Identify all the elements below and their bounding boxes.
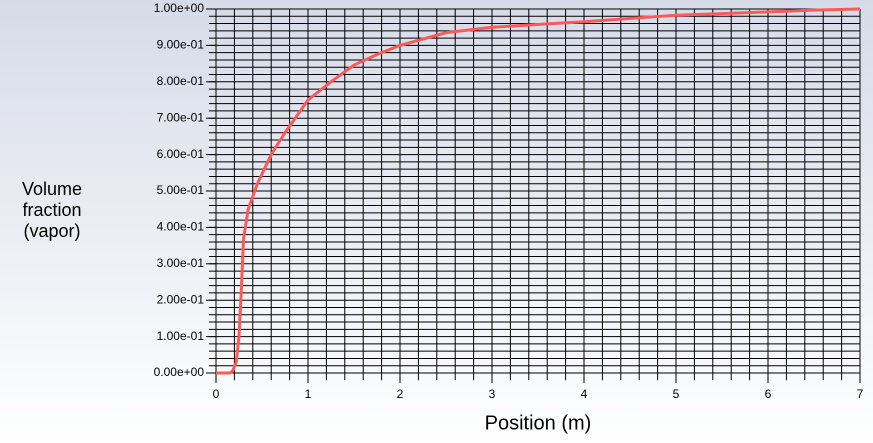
y-tick-label: 4.00e-01 <box>157 220 205 234</box>
x-tick-label: 2 <box>397 387 404 401</box>
y-tick-label: 3.00e-01 <box>157 256 205 270</box>
y-axis-label: (vapor) <box>23 221 80 241</box>
x-tick-label: 4 <box>581 387 588 401</box>
y-tick-label: 1.00e-01 <box>157 329 205 343</box>
x-axis-label: Position (m) <box>485 412 592 434</box>
y-tick-label: 5.00e-01 <box>157 183 205 197</box>
y-tick-label: 2.00e-01 <box>157 292 205 306</box>
x-tick-label: 0 <box>213 387 220 401</box>
y-tick-label: 8.00e-01 <box>157 74 205 88</box>
y-tick-label: 7.00e-01 <box>157 110 205 124</box>
x-tick-label: 6 <box>765 387 772 401</box>
x-tick-label: 7 <box>857 387 864 401</box>
y-axis-label: Volume <box>22 179 82 199</box>
y-axis-label: fraction <box>22 200 81 220</box>
x-tick-label: 3 <box>489 387 496 401</box>
y-tick-label: 0.00e+00 <box>154 365 205 379</box>
x-tick-label: 1 <box>305 387 312 401</box>
y-tick-label: 9.00e-01 <box>157 38 205 52</box>
y-tick-label: 6.00e-01 <box>157 147 205 161</box>
y-tick-label: 1.00e+00 <box>154 1 205 15</box>
x-tick-label: 5 <box>673 387 680 401</box>
data-line <box>216 7 861 375</box>
